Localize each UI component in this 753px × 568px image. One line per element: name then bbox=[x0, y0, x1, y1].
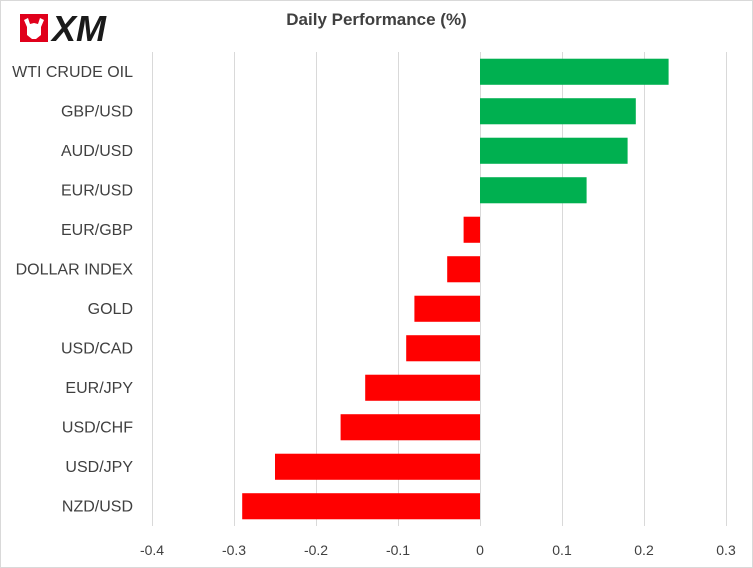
bar-gbp-usd bbox=[480, 98, 636, 125]
category-label: EUR/JPY bbox=[65, 380, 133, 397]
category-label: NZD/USD bbox=[62, 498, 133, 515]
x-tick-label: 0.3 bbox=[716, 542, 736, 558]
category-label: USD/JPY bbox=[65, 459, 133, 476]
bull-icon bbox=[20, 14, 48, 42]
bar-usd-chf bbox=[340, 414, 480, 441]
x-tick-label: 0 bbox=[476, 542, 484, 558]
category-label: AUD/USD bbox=[61, 143, 133, 160]
bar-eur-jpy bbox=[365, 374, 480, 401]
bar-gold bbox=[414, 295, 480, 322]
x-tick-label: 0.2 bbox=[634, 542, 654, 558]
xm-logo: XM bbox=[20, 8, 107, 48]
category-label: USD/CAD bbox=[61, 340, 133, 357]
category-label: DOLLAR INDEX bbox=[16, 261, 134, 278]
category-label: WTI CRUDE OIL bbox=[12, 64, 133, 81]
bar-nzd-usd bbox=[242, 493, 480, 520]
chart-title: Daily Performance (%) bbox=[286, 10, 467, 29]
bar-aud-usd bbox=[480, 137, 628, 164]
bar-eur-gbp bbox=[463, 216, 480, 243]
x-tick-label: -0.3 bbox=[222, 542, 246, 558]
category-label: GOLD bbox=[88, 301, 133, 318]
x-tick-label: -0.1 bbox=[386, 542, 410, 558]
x-tick-label: -0.2 bbox=[304, 542, 328, 558]
x-tick-label: -0.4 bbox=[140, 542, 164, 558]
category-label: GBP/USD bbox=[61, 103, 133, 120]
category-label: EUR/GBP bbox=[61, 222, 133, 239]
bar-usd-cad bbox=[406, 335, 480, 362]
bar-wti-crude-oil bbox=[480, 58, 669, 85]
bar-eur-usd bbox=[480, 177, 587, 204]
logo-text: XM bbox=[50, 8, 107, 48]
category-label: EUR/USD bbox=[61, 182, 133, 199]
x-tick-label: 0.1 bbox=[552, 542, 572, 558]
bar-dollar-index bbox=[447, 256, 480, 283]
bar-usd-jpy bbox=[275, 453, 480, 480]
category-label: USD/CHF bbox=[62, 419, 133, 436]
